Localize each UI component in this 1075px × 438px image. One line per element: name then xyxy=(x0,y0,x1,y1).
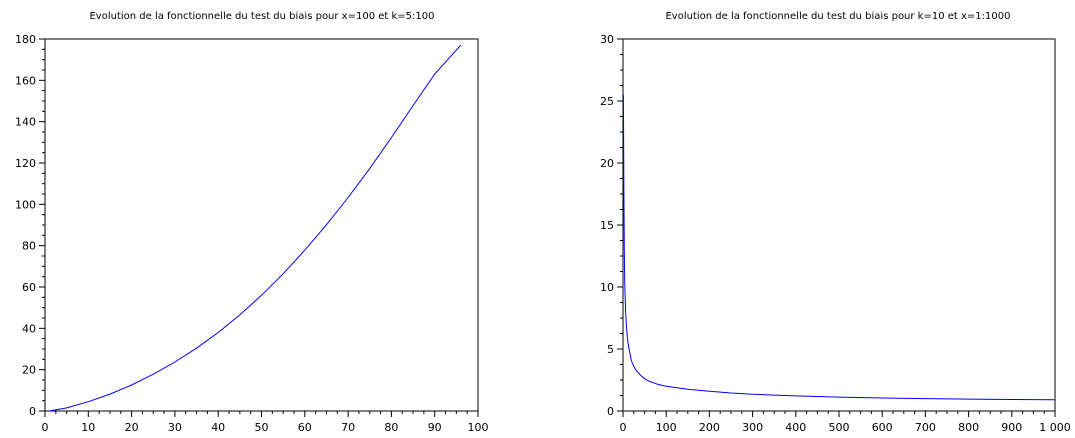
x-tick-label: 50 xyxy=(255,421,269,434)
x-tick-label: 20 xyxy=(125,421,139,434)
y-tick-label: 20 xyxy=(22,364,36,377)
chart-left: Evolution de la fonctionnelle du test du… xyxy=(15,11,489,434)
x-tick-label: 100 xyxy=(468,421,489,434)
y-tick-label: 0 xyxy=(607,405,614,418)
x-tick-label: 70 xyxy=(341,421,355,434)
x-tick-label: 900 xyxy=(1001,421,1022,434)
x-tick-label: 40 xyxy=(211,421,225,434)
x-tick-label: 30 xyxy=(168,421,182,434)
y-tick-label: 40 xyxy=(22,322,36,335)
series xyxy=(622,94,1056,401)
series-line xyxy=(49,44,462,412)
y-tick-label: 100 xyxy=(15,198,36,211)
x-tick-label: 500 xyxy=(829,421,850,434)
x-tick-label: 200 xyxy=(699,421,720,434)
x-tick-label: 800 xyxy=(958,421,979,434)
x-axis: 0 100 200 300 400 500 600 700 800 900 1 000 xyxy=(620,411,1071,434)
y-tick-label: 30 xyxy=(600,33,614,46)
chart-title: Evolution de la fonctionnelle du test du… xyxy=(89,11,434,22)
y-axis: 0 20 40 60 80 100 120 140 160 180 xyxy=(15,33,45,418)
x-tick-label: 400 xyxy=(785,421,806,434)
x-tick-label: 90 xyxy=(428,421,442,434)
x-tick-label: 300 xyxy=(742,421,763,434)
y-tick-label: 10 xyxy=(600,281,614,294)
x-tick-label: 60 xyxy=(298,421,312,434)
y-tick-label: 5 xyxy=(607,343,614,356)
y-tick-label: 15 xyxy=(600,219,614,232)
plot-frame xyxy=(622,38,1056,412)
y-axis: 0 5 10 15 20 25 30 xyxy=(600,33,623,418)
x-tick-label: 0 xyxy=(620,421,627,434)
y-tick-label: 60 xyxy=(22,281,36,294)
y-tick-label: 140 xyxy=(15,116,36,129)
x-tick-label: 100 xyxy=(656,421,677,434)
chart-title: Evolution de la fonctionnelle du test du… xyxy=(665,11,1010,22)
y-tick-label: 25 xyxy=(600,95,614,108)
x-tick-label: 10 xyxy=(81,421,95,434)
x-tick-label: 0 xyxy=(42,421,49,434)
x-tick-label: 80 xyxy=(384,421,398,434)
x-axis: 0 10 20 30 40 50 60 70 80 90 100 xyxy=(42,411,489,434)
chart-right: Evolution de la fonctionnelle du test du… xyxy=(600,11,1071,434)
series-line xyxy=(622,94,1056,401)
plot-frame xyxy=(44,38,479,412)
y-tick-label: 80 xyxy=(22,240,36,253)
x-tick-label: 1 000 xyxy=(1039,421,1071,434)
y-tick-label: 120 xyxy=(15,157,36,170)
y-tick-label: 20 xyxy=(600,157,614,170)
series xyxy=(49,44,462,412)
y-tick-label: 180 xyxy=(15,33,36,46)
x-tick-label: 700 xyxy=(915,421,936,434)
y-tick-label: 160 xyxy=(15,74,36,87)
x-tick-label: 600 xyxy=(872,421,893,434)
y-tick-label: 0 xyxy=(29,405,36,418)
